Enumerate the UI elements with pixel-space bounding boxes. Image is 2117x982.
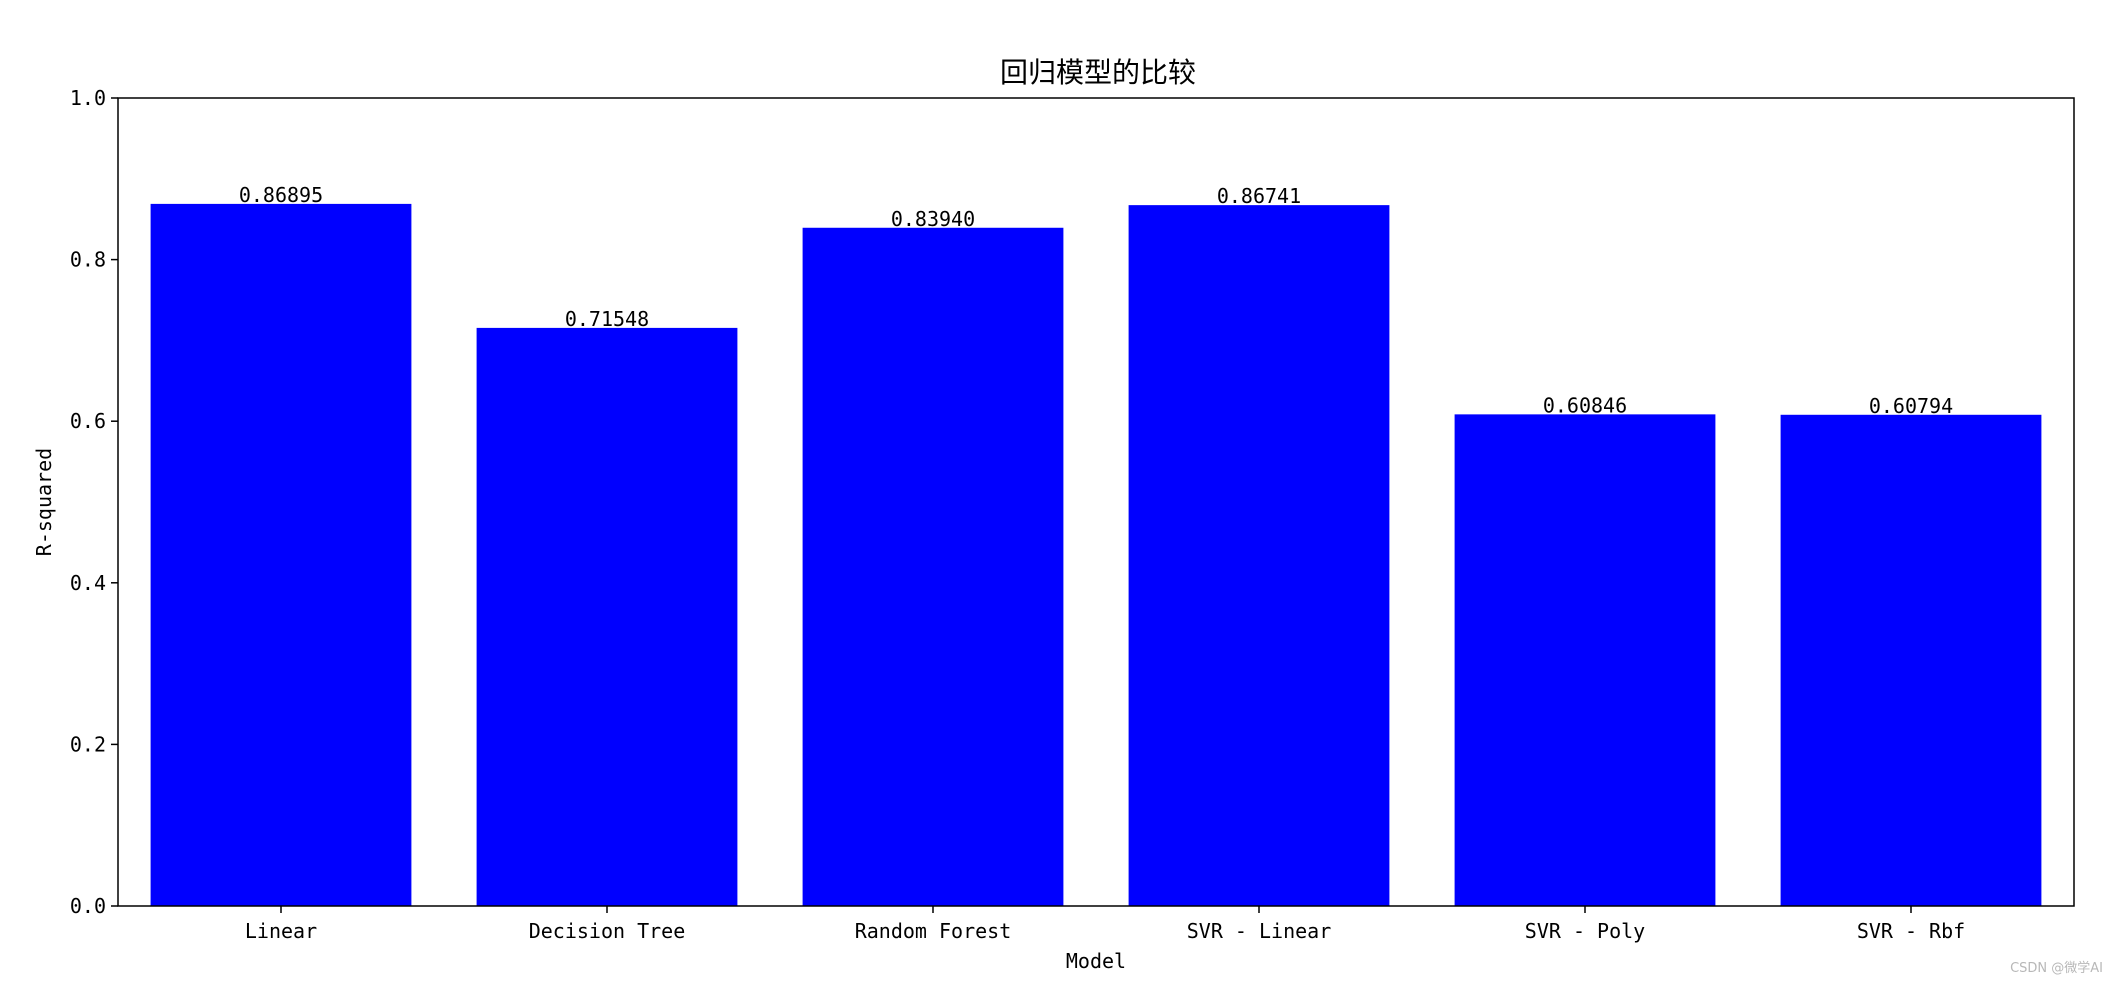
- y-tick-label-4: 0.8: [70, 248, 106, 272]
- x-tick-label-5: SVR - Rbf: [1857, 919, 1965, 943]
- value-label-5: 0.60794: [1869, 394, 1953, 418]
- value-label-1: 0.71548: [565, 307, 649, 331]
- y-tick-label-0: 0.0: [70, 894, 106, 918]
- y-tick-label-1: 0.2: [70, 732, 106, 756]
- bars-group: [150, 203, 2042, 907]
- bar-4: [1454, 414, 1716, 906]
- bar-2: [802, 227, 1064, 907]
- y-tick-label-2: 0.4: [70, 571, 106, 595]
- bar-1: [476, 327, 738, 906]
- y-tick-label-3: 0.6: [70, 409, 106, 433]
- value-label-4: 0.60846: [1543, 393, 1627, 417]
- y-axis: 0.0 0.2 0.4 0.6 0.8 1.0: [70, 86, 118, 918]
- value-label-2: 0.83940: [891, 207, 975, 231]
- x-axis-title: Model: [1066, 949, 1126, 973]
- bar-0: [150, 203, 412, 906]
- value-label-3: 0.86741: [1217, 184, 1301, 208]
- x-tick-label-2: Random Forest: [855, 919, 1012, 943]
- bar-5: [1780, 414, 2042, 906]
- x-axis: Linear Decision Tree Random Forest SVR - Li…: [245, 906, 1965, 943]
- bar-3: [1128, 205, 1390, 907]
- y-tick-label-5: 1.0: [70, 86, 106, 110]
- plot-frame: [117, 97, 2075, 907]
- y-axis-title: R-squared: [32, 448, 56, 556]
- x-tick-label-4: SVR - Poly: [1525, 919, 1645, 943]
- watermark-text: CSDN @微学AI: [2010, 961, 2103, 976]
- chart-title: 回归模型的比较: [1000, 56, 1196, 89]
- x-tick-label-1: Decision Tree: [529, 919, 686, 943]
- x-tick-label-3: SVR - Linear: [1187, 919, 1332, 943]
- value-label-0: 0.86895: [239, 183, 323, 207]
- value-labels-group: 0.86895 0.71548 0.83940 0.86741 0.60846 0.607…: [239, 183, 1953, 418]
- x-tick-label-0: Linear: [245, 919, 317, 943]
